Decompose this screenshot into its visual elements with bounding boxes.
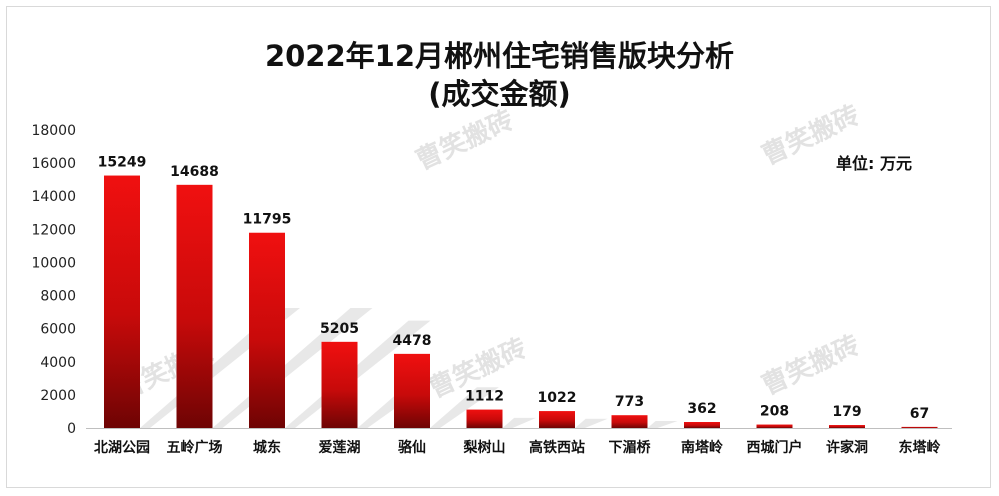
bar bbox=[104, 175, 140, 428]
y-tick-label: 4000 bbox=[40, 355, 76, 371]
chart-subtitle: (成交金额) bbox=[428, 77, 571, 111]
bar bbox=[539, 411, 575, 428]
bar-shadow bbox=[430, 387, 499, 428]
data-label: 362 bbox=[687, 401, 716, 417]
data-label: 67 bbox=[910, 406, 929, 422]
y-tick-label: 16000 bbox=[31, 156, 76, 172]
x-tick-label: 五岭广场 bbox=[167, 439, 223, 456]
x-tick-label: 南塔岭 bbox=[681, 439, 723, 456]
bar-shadow bbox=[575, 418, 608, 428]
x-tick-label: 梨树山 bbox=[463, 439, 506, 456]
x-tick-label: 骆仙 bbox=[398, 439, 426, 456]
bar bbox=[756, 424, 793, 428]
bar-shadow bbox=[647, 420, 678, 428]
bar bbox=[684, 422, 720, 428]
data-label: 5205 bbox=[320, 321, 359, 337]
x-tick-label: 城东 bbox=[253, 439, 281, 456]
data-label: 11795 bbox=[243, 212, 292, 228]
y-tick-label: 10000 bbox=[31, 255, 76, 271]
bar bbox=[176, 184, 213, 428]
data-label: 1112 bbox=[465, 389, 504, 405]
data-label: 15249 bbox=[98, 155, 147, 171]
x-tick-label: 许家洞 bbox=[826, 439, 868, 456]
y-tick-label: 0 bbox=[67, 421, 76, 437]
data-label: 208 bbox=[760, 404, 789, 420]
chart-title: 2022年12月郴州住宅销售版块分析 bbox=[264, 39, 735, 73]
y-tick-label: 12000 bbox=[31, 222, 76, 238]
y-tick-label: 8000 bbox=[40, 289, 76, 305]
bar bbox=[394, 353, 430, 428]
bar bbox=[829, 425, 865, 428]
bar bbox=[466, 409, 503, 428]
data-label: 773 bbox=[615, 394, 644, 410]
bar bbox=[611, 415, 648, 428]
bar bbox=[321, 341, 358, 428]
x-tick-label: 北湖公园 bbox=[94, 440, 150, 456]
y-tick-label: 14000 bbox=[31, 189, 76, 205]
x-tick-label: 高铁西站 bbox=[529, 439, 585, 456]
chart-frame bbox=[6, 6, 991, 488]
data-label: 14688 bbox=[170, 164, 219, 180]
data-label: 4478 bbox=[393, 333, 432, 349]
y-tick-label: 18000 bbox=[31, 123, 76, 139]
bar-shadow bbox=[502, 417, 537, 428]
x-tick-label: 西城门户 bbox=[747, 439, 803, 456]
x-tick-label: 下湄桥 bbox=[609, 439, 652, 456]
data-label: 1022 bbox=[538, 390, 577, 406]
bar bbox=[249, 232, 285, 428]
x-tick-label: 东塔岭 bbox=[899, 439, 941, 456]
bar-shadow bbox=[285, 320, 431, 428]
x-tick-label: 爱莲湖 bbox=[319, 439, 361, 456]
data-label: 179 bbox=[832, 404, 861, 420]
unit-label: 单位: 万元 bbox=[836, 154, 912, 173]
y-tick-label: 2000 bbox=[40, 388, 76, 404]
bar bbox=[901, 426, 938, 428]
y-tick-label: 6000 bbox=[40, 322, 76, 338]
